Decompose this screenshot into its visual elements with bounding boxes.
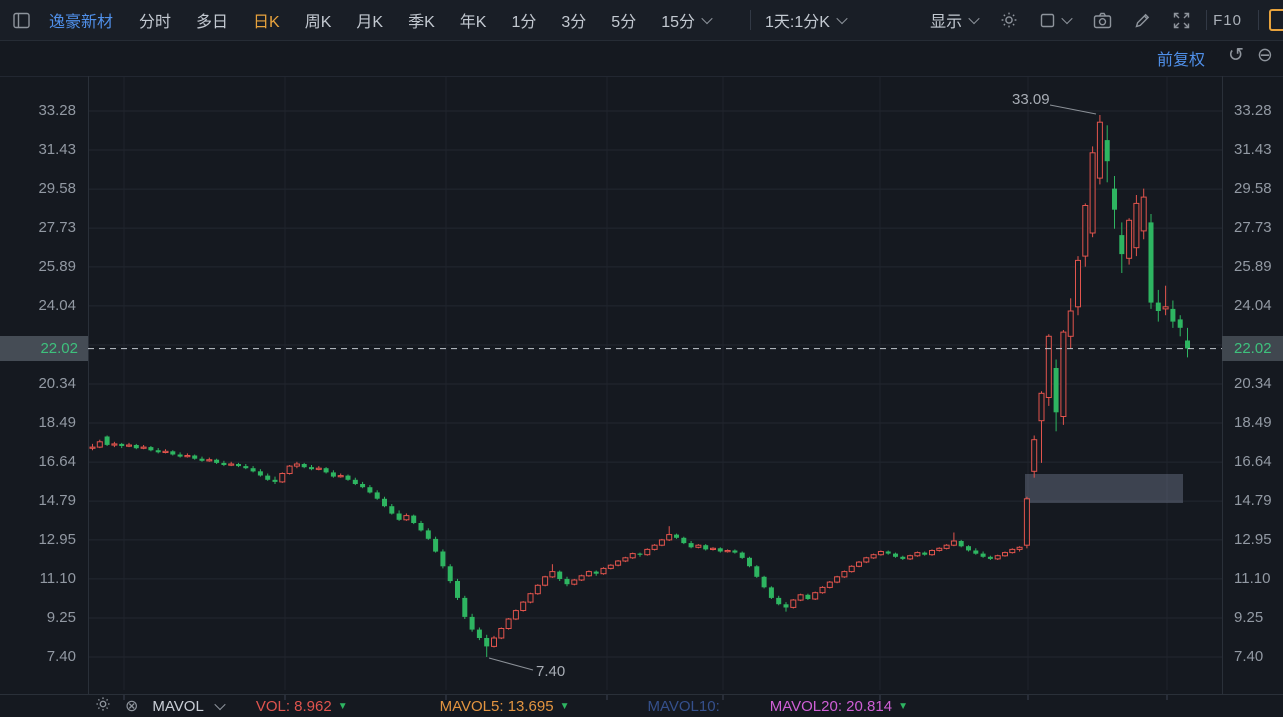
axis-label-l: 12.95 bbox=[38, 531, 76, 548]
compound-period-selector[interactable]: 1天:1分K bbox=[765, 8, 848, 32]
f10-button[interactable]: F10 bbox=[1213, 11, 1242, 29]
axis-label-l: 29.58 bbox=[38, 180, 76, 197]
axis-label-l: 18.49 bbox=[38, 414, 76, 431]
tab-月K[interactable]: 月K bbox=[356, 14, 384, 31]
indicator-name[interactable]: MAVOL bbox=[152, 697, 204, 715]
undo-icon[interactable]: ↺ bbox=[1228, 45, 1244, 66]
axis-label-r: 12.95 bbox=[1234, 531, 1272, 548]
tab-日K[interactable]: 日K bbox=[253, 14, 280, 31]
pencil-icon[interactable] bbox=[1134, 12, 1151, 29]
indicator-mavol5[interactable]: MAVOL5: 13.695 ▼ bbox=[439, 697, 570, 715]
indicator-vol[interactable]: VOL: 8.962 ▼ bbox=[255, 697, 348, 715]
axis-label-r: 24.04 bbox=[1234, 297, 1272, 314]
adjust-mode-button[interactable]: 前复权 bbox=[1157, 52, 1206, 69]
orange-tool-icon[interactable] bbox=[1269, 9, 1283, 31]
axis-label-l: 16.64 bbox=[38, 453, 76, 470]
grid-lines bbox=[88, 76, 1222, 700]
down-triangle-icon: ▼ bbox=[559, 700, 570, 712]
axis-label-r: 14.79 bbox=[1234, 492, 1272, 509]
low-price-annotation: 7.40 bbox=[536, 663, 566, 680]
gear-icon[interactable] bbox=[1000, 11, 1018, 29]
display-menu-button[interactable]: 显示 bbox=[930, 8, 980, 32]
indicator-values: VOL: 8.962 ▼ MAVOL5: 13.695 ▼ MAVOL10: MAVOL… bbox=[224, 698, 908, 715]
axis-label-r: 7.40 bbox=[1234, 648, 1264, 665]
axis-label-l: 9.25 bbox=[46, 609, 76, 626]
current-price-badge-left: 22.02 bbox=[0, 336, 88, 361]
indicator-mavol20[interactable]: MAVOL20: 20.814 ▼ bbox=[769, 697, 908, 715]
axis-label-r: 25.89 bbox=[1234, 258, 1272, 275]
axis-label-l: 31.43 bbox=[38, 141, 76, 158]
tab-年K[interactable]: 年K bbox=[459, 14, 487, 31]
tab-季K[interactable]: 季K bbox=[408, 14, 435, 31]
toolbar-right-cluster: 显示 bbox=[930, 8, 1283, 32]
down-triangle-icon: ▼ bbox=[898, 700, 908, 712]
tab-多日[interactable]: 多日 bbox=[196, 14, 229, 31]
tab-15分[interactable]: 15分 bbox=[661, 8, 713, 32]
selection-box[interactable] bbox=[1025, 474, 1183, 503]
chart-layout-button[interactable] bbox=[1040, 12, 1073, 28]
axis-label-r: 20.34 bbox=[1234, 375, 1272, 392]
current-price-badge-right: 22.02 bbox=[1222, 336, 1283, 361]
high-pointer-line bbox=[1049, 104, 1097, 115]
axis-label-r: 27.73 bbox=[1234, 219, 1272, 236]
period-tabs: 分时 多日 日K 周K 月K 季K 年K 1分 3分 5分 15分 bbox=[139, 8, 736, 32]
indicator-settings-gear-icon[interactable] bbox=[95, 696, 111, 717]
axis-label-r: 11.10 bbox=[1234, 570, 1271, 587]
zoom-out-icon[interactable]: ⊖ bbox=[1257, 45, 1273, 66]
candles bbox=[89, 115, 1190, 657]
axis-label-l: 7.40 bbox=[46, 648, 76, 665]
axis-label-l: 11.10 bbox=[39, 570, 76, 587]
axis-label-l: 27.73 bbox=[38, 219, 76, 236]
axis-label-r: 18.49 bbox=[1234, 414, 1272, 431]
symbol-name[interactable]: 逸豪新材 bbox=[49, 14, 114, 31]
indicator-close-icon[interactable]: ⊗ bbox=[125, 698, 139, 715]
camera-icon[interactable] bbox=[1093, 12, 1112, 29]
tab-3分[interactable]: 3分 bbox=[561, 14, 587, 31]
tab-分时[interactable]: 分时 bbox=[139, 14, 172, 31]
toolbar: 逸豪新材 分时 多日 日K 周K 月K 季K 年K 1分 3分 5分 15分 1天:1分K 显示 bbox=[0, 0, 1283, 41]
toolbar-divider bbox=[750, 10, 752, 30]
low-pointer-line bbox=[488, 657, 534, 671]
axis-label-l: 14.79 bbox=[38, 492, 76, 509]
toolbar-divider bbox=[1206, 10, 1208, 30]
axis-label-r: 33.28 bbox=[1234, 102, 1272, 119]
indicator-bar: ⊗ MAVOL VOL: 8.962 ▼ MAVOL5: 13.695 ▼ MAVOL1… bbox=[0, 695, 1283, 717]
tab-周K[interactable]: 周K bbox=[304, 14, 332, 31]
axis-label-l: 24.04 bbox=[38, 297, 76, 314]
pane-borders bbox=[0, 76, 1283, 695]
toolbar-divider bbox=[1258, 10, 1259, 30]
axis-label-r: 29.58 bbox=[1234, 180, 1272, 197]
axis-label-l: 33.28 bbox=[38, 102, 76, 119]
high-price-annotation: 33.09 bbox=[1012, 91, 1050, 108]
panel-icon[interactable] bbox=[12, 11, 31, 30]
tab-1分[interactable]: 1分 bbox=[511, 14, 537, 31]
axis-label-r: 16.64 bbox=[1234, 453, 1272, 470]
tab-5分[interactable]: 5分 bbox=[611, 14, 637, 31]
indicator-mavol10[interactable]: MAVOL10: bbox=[647, 697, 720, 715]
axis-label-l: 25.89 bbox=[38, 258, 76, 275]
axis-label-l: 20.34 bbox=[38, 375, 76, 392]
axis-label-r: 9.25 bbox=[1234, 609, 1264, 626]
fullscreen-icon[interactable] bbox=[1173, 12, 1190, 29]
axis-label-r: 31.43 bbox=[1234, 141, 1272, 158]
down-triangle-icon: ▼ bbox=[337, 700, 348, 712]
